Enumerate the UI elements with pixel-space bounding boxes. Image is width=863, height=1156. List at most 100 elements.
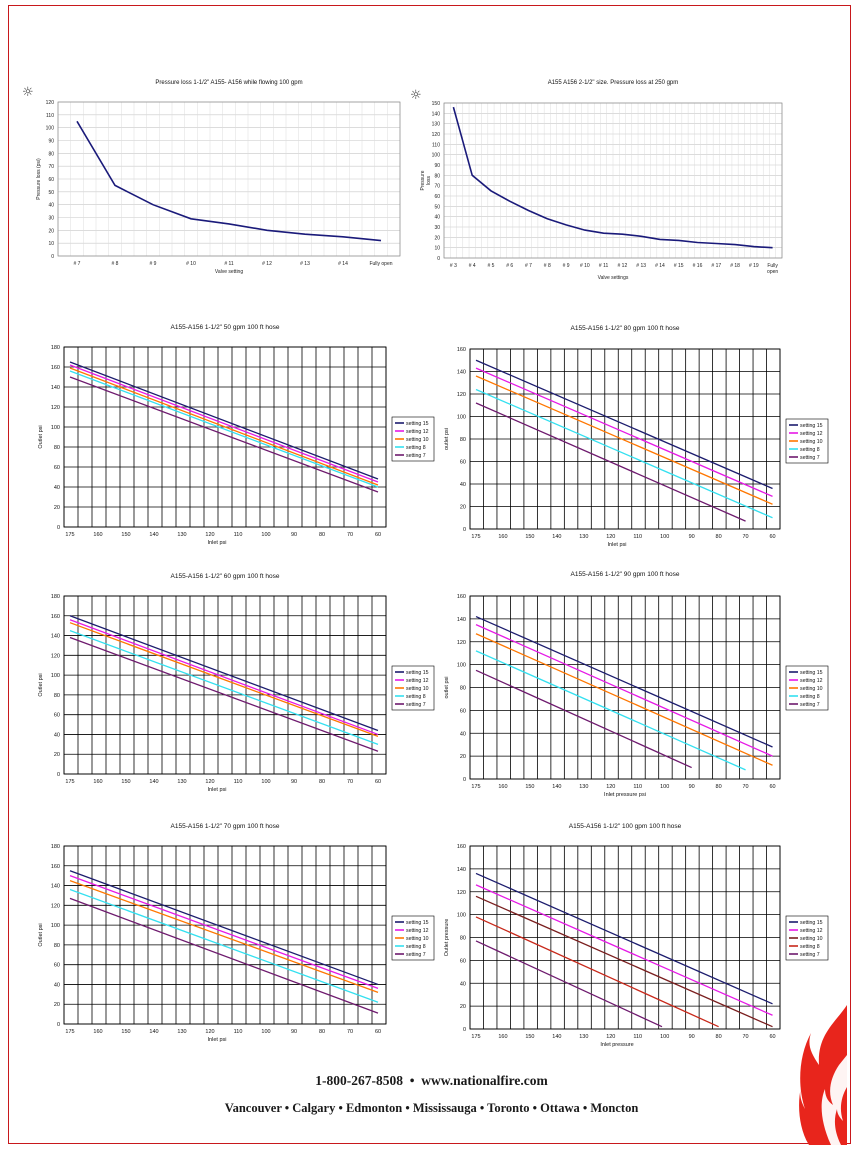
y-axis-label: Outlet pressure xyxy=(444,919,450,957)
y-tick-label: 60 xyxy=(460,958,466,964)
chart-title: A155-A156 1-1/2" 100 gpm 100 ft hose xyxy=(569,823,682,830)
y-tick-label: 80 xyxy=(460,437,466,443)
x-tick-label: # 5 xyxy=(487,263,494,269)
series-line xyxy=(69,619,379,736)
series-line xyxy=(69,622,379,738)
chart-title: A155-A156 1-1/2" 60 gpm 100 ft hose xyxy=(171,573,280,580)
y-tick-label: 80 xyxy=(460,686,466,692)
x-tick-label: 130 xyxy=(177,779,186,785)
x-tick-label: 110 xyxy=(234,779,243,785)
x-tick-label: # 11 xyxy=(224,261,234,267)
footer-cities: Vancouver • Calgary • Edmonton • Mississ… xyxy=(224,1101,639,1115)
series-line xyxy=(475,388,773,519)
plot-border xyxy=(469,595,781,780)
legend-label: setting 15 xyxy=(406,421,429,427)
y-axis-label: outlet psi xyxy=(444,428,450,450)
x-axis-label: Inlet psi xyxy=(208,1037,227,1043)
legend-label: setting 7 xyxy=(800,952,820,958)
y-tick-label: 120 xyxy=(51,405,60,411)
series-line xyxy=(475,669,692,769)
x-tick-label: 140 xyxy=(552,784,561,790)
x-tick-label: 100 xyxy=(261,532,270,538)
y-tick-label: 0 xyxy=(463,1027,466,1033)
series-line xyxy=(475,375,773,505)
x-tick-label: # 12 xyxy=(262,261,272,267)
x-tick-label: # 11 xyxy=(599,263,609,269)
y-tick-label: 80 xyxy=(48,151,54,157)
series-line xyxy=(69,361,379,480)
x-tick-label: 175 xyxy=(471,534,480,540)
x-tick-label: 140 xyxy=(149,779,158,785)
y-tick-label: 120 xyxy=(457,392,466,398)
gear-icon: ☼ xyxy=(410,88,422,103)
y-tick-label: 40 xyxy=(54,485,60,491)
legend-label: setting 8 xyxy=(800,944,820,950)
chart-title: A155 A156 2-1/2" size. Pressure loss at … xyxy=(548,80,679,86)
series-line xyxy=(475,359,773,490)
x-tick-label: 60 xyxy=(769,784,775,790)
y-tick-label: 160 xyxy=(457,594,466,600)
chart-title: A155-A156 1-1/2" 90 gpm 100 ft hose xyxy=(571,571,680,578)
y-tick-label: 10 xyxy=(434,246,440,252)
legend-label: setting 10 xyxy=(800,936,823,942)
plot-border xyxy=(469,845,781,1030)
y-tick-label: 70 xyxy=(48,164,54,170)
series-line xyxy=(69,880,379,993)
x-tick-label: # 10 xyxy=(580,263,590,269)
x-tick-label: 160 xyxy=(93,1029,102,1035)
x-tick-label: 160 xyxy=(93,779,102,785)
gear-icon: ☼ xyxy=(22,85,34,100)
x-tick-label: 160 xyxy=(93,532,102,538)
x-tick-label: 140 xyxy=(149,532,158,538)
x-tick-label: 90 xyxy=(291,779,297,785)
website-link[interactable]: www.nationalfire.com xyxy=(421,1073,548,1088)
x-tick-label: 175 xyxy=(65,779,74,785)
y-tick-label: 60 xyxy=(460,708,466,714)
y-tick-label: 60 xyxy=(434,194,440,200)
series-line xyxy=(475,895,773,1028)
x-tick-label: # 12 xyxy=(618,263,628,269)
x-tick-label: 175 xyxy=(471,1034,480,1040)
x-tick-label: 60 xyxy=(769,1034,775,1040)
y-tick-label: 40 xyxy=(48,203,54,209)
x-tick-label: # 13 xyxy=(636,263,646,269)
series-line xyxy=(69,636,379,752)
series-line xyxy=(69,875,379,990)
y-tick-label: 160 xyxy=(51,365,60,371)
y-tick-label: 20 xyxy=(460,505,466,511)
footer-contact: 1-800-267-8508 • www.nationalfire.com xyxy=(0,1073,863,1089)
x-tick-label: # 9 xyxy=(563,263,570,269)
y-tick-label: 180 xyxy=(51,345,60,351)
y-tick-label: 120 xyxy=(457,890,466,896)
legend-label: setting 12 xyxy=(406,678,429,684)
chart-pressure-loss-100gpm: Pressure loss 1-1/2" A155- A156 while fl… xyxy=(20,70,401,295)
legend-label: setting 10 xyxy=(800,439,823,445)
legend-label: setting 7 xyxy=(406,952,426,958)
y-tick-label: 30 xyxy=(434,225,440,231)
y-axis-label: outlet psi xyxy=(444,676,450,698)
chart-90gpm: A155-A156 1-1/2" 90 gpm 100 ft hose 0 20 40… xyxy=(428,566,833,806)
chart-70gpm: A155-A156 1-1/2" 70 gpm 100 ft hose 0 20 40… xyxy=(20,818,435,1053)
y-axis-label: Outlet psi xyxy=(38,673,44,696)
x-tick-label: 60 xyxy=(375,1029,381,1035)
x-tick-label: 90 xyxy=(689,1034,695,1040)
x-tick-label: 120 xyxy=(606,534,615,540)
y-tick-label: 90 xyxy=(48,139,54,145)
series-line xyxy=(475,872,773,1005)
series-line xyxy=(475,940,663,1028)
x-tick-label: 130 xyxy=(579,1034,588,1040)
legend-label: setting 10 xyxy=(406,437,429,443)
x-tick-label: 100 xyxy=(660,534,669,540)
legend-label: setting 10 xyxy=(406,936,429,942)
legend-label: setting 12 xyxy=(406,429,429,435)
x-tick-label: 70 xyxy=(743,1034,749,1040)
y-tick-label: 0 xyxy=(51,254,54,260)
x-tick-label: 70 xyxy=(743,534,749,540)
y-tick-label: 40 xyxy=(54,732,60,738)
y-tick-label: 130 xyxy=(432,122,441,128)
x-tick-label: 110 xyxy=(633,784,642,790)
y-tick-label: 160 xyxy=(457,844,466,850)
series-line xyxy=(475,650,746,771)
x-tick-label: 110 xyxy=(234,1029,243,1035)
